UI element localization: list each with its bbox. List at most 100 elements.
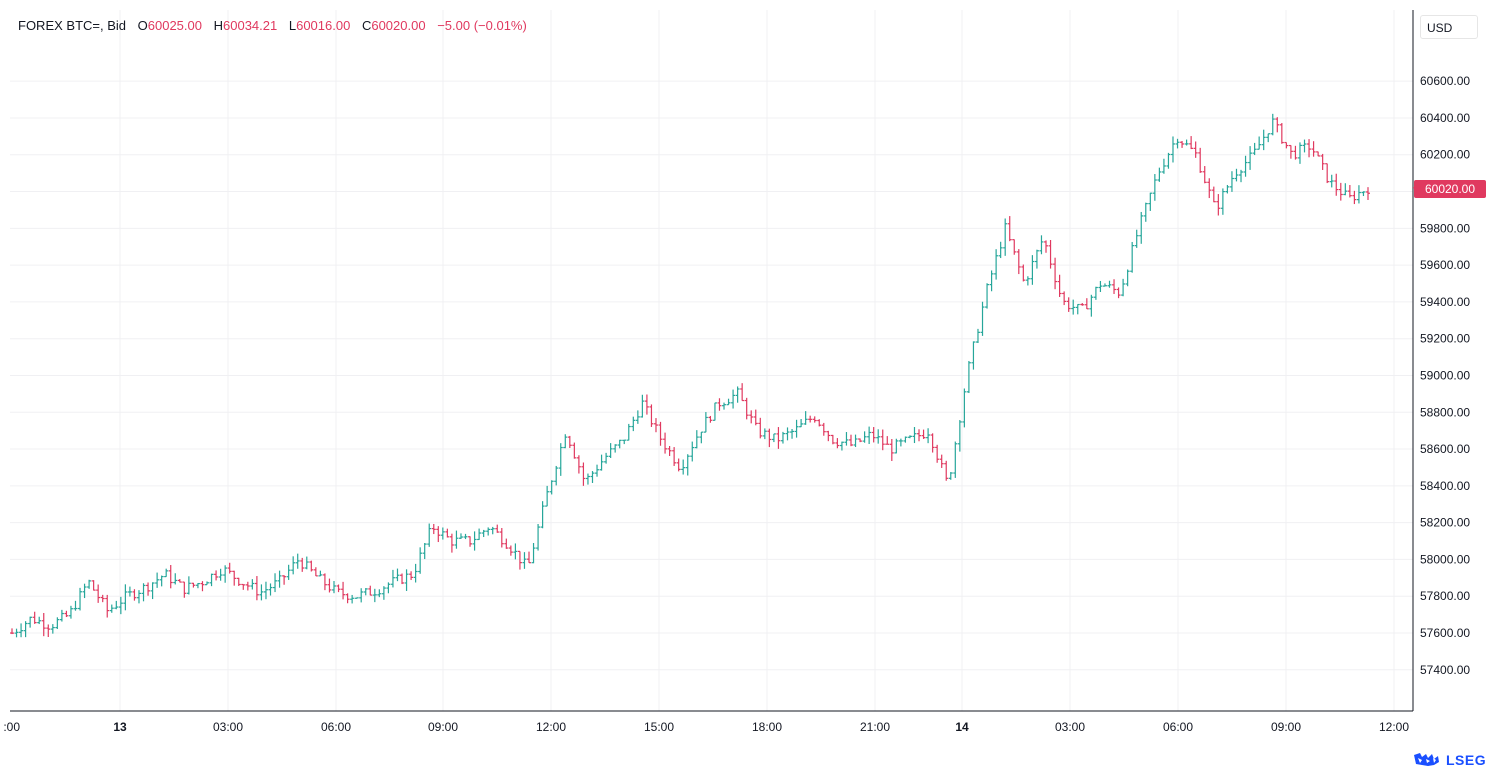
ohlc-bar [1356, 185, 1361, 204]
ohlc-bar [585, 473, 590, 485]
y-tick-label: 59200.00 [1420, 332, 1470, 346]
ohlc-bar [1257, 136, 1262, 150]
ohlc-bar [576, 455, 581, 474]
ohlc-bar [1130, 241, 1135, 273]
ohlc-bar [1021, 264, 1026, 282]
ohlc-bar [1102, 283, 1107, 287]
chart-legend: FOREX BTC=, Bid O60025.00 H60034.21 L600… [18, 18, 527, 33]
ohlc-bar [1025, 276, 1030, 286]
ohlc-bar [504, 538, 509, 549]
x-tick-label: 21:00 [860, 720, 890, 734]
ohlc-bar [513, 543, 518, 560]
ohlc-bar [404, 569, 409, 591]
ohlc-bar [268, 583, 273, 596]
ohlc-bar [1089, 294, 1094, 317]
ohlc-bar [1316, 151, 1321, 157]
ohlc-bar [186, 576, 191, 595]
ohlc-bar [1139, 211, 1144, 244]
ohlc-bar [1211, 186, 1216, 203]
ohlc-bar [853, 434, 858, 448]
ohlc-bar [581, 462, 586, 486]
ohlc-bar [1252, 142, 1257, 156]
ohlc-bar [1325, 163, 1330, 184]
ohlc-bar [1216, 194, 1221, 216]
ohlc-bar [413, 563, 418, 583]
ohlc-bar [508, 545, 513, 556]
ohlc-bar [626, 423, 631, 441]
ohlc-bar [1302, 139, 1307, 153]
ohlc-bar [259, 584, 264, 601]
ohlc-bar [926, 428, 931, 444]
ohlc-bar [631, 416, 636, 432]
legend-symbol: FOREX BTC=, Bid [18, 18, 126, 33]
ohlc-bar [876, 429, 881, 444]
ohlc-bar [109, 604, 114, 613]
ohlc-bar [522, 552, 527, 569]
ohlc-bar [558, 443, 563, 476]
ohlc-bar [1134, 229, 1139, 248]
ohlc-bar [1266, 133, 1271, 143]
ohlc-bar [762, 428, 767, 440]
ohlc-bar [694, 430, 699, 449]
ohlc-bar [304, 556, 309, 570]
ohlc-bar [218, 568, 223, 581]
ohlc-bar [839, 441, 844, 451]
ohlc-bar [341, 581, 346, 600]
ohlc-bar [735, 386, 740, 403]
y-tick-label: 60400.00 [1420, 111, 1470, 125]
ohlc-bar [50, 624, 55, 634]
ohlc-bar [676, 458, 681, 472]
ohlc-bar [971, 341, 976, 370]
ohlc-bar [1307, 139, 1312, 158]
ohlc-bar [136, 590, 141, 604]
ohlc-bar [1352, 190, 1357, 205]
ohlc-bar [114, 600, 119, 610]
ohlc-bar [1229, 171, 1234, 192]
ohlc-bar [790, 428, 795, 439]
ohlc-bar [227, 562, 232, 574]
price-axis[interactable]: 57400.00 57600.00 57800.00 58000.00 58200.00… [1412, 10, 1470, 711]
ohlc-bar [499, 528, 504, 548]
ohlc-bar [1180, 141, 1185, 148]
lseg-logo-icon [1414, 753, 1439, 766]
ohlc-bar [1193, 141, 1198, 158]
ohlc-bar [1098, 280, 1103, 293]
ohlc-bar [821, 422, 826, 436]
y-tick-label: 58400.00 [1420, 479, 1470, 493]
time-axis[interactable]: :00 13 03:00 06:00 09:00 12:00 15:00 18:00 21:00… [3, 710, 1413, 734]
ohlc-bar [205, 581, 210, 586]
ohlc-bar [458, 533, 463, 539]
ohlc-bar [685, 454, 690, 476]
ohlc-bar [1347, 185, 1352, 198]
y-tick-label: 57600.00 [1420, 626, 1470, 640]
ohlc-bar [681, 459, 686, 475]
ohlc-bar [363, 588, 368, 596]
ohlc-bar [28, 616, 33, 628]
ohlc-bar [540, 501, 545, 529]
ohlc-bar [613, 444, 618, 453]
ohlc-bar [644, 394, 649, 415]
ohlc-bar [549, 480, 554, 495]
ohlc-bar [1279, 122, 1284, 144]
ohlc-bar [19, 623, 24, 638]
ohlc-bar [794, 419, 799, 438]
ohlc-bar [717, 398, 722, 411]
ohlc-bar [481, 529, 486, 538]
ohlc-bar [867, 426, 872, 445]
y-tick-label: 59800.00 [1420, 221, 1470, 235]
currency-selector[interactable]: USD [1420, 15, 1478, 39]
ohlc-bar [1239, 169, 1244, 183]
chart-grid [10, 10, 1413, 711]
ohlc-bar [300, 557, 305, 572]
ohlc-bar [123, 584, 128, 611]
ohlc-bar [1071, 299, 1076, 315]
ohlc-bar [880, 429, 885, 451]
ohlc-bar [273, 573, 278, 593]
x-tick-label: 09:00 [1271, 720, 1301, 734]
ohlc-bar [871, 427, 876, 443]
ohlc-bar [703, 412, 708, 433]
ohlc-bar [236, 577, 241, 587]
ohlc-bar [1003, 218, 1008, 256]
legend-high-value: 60034.21 [223, 18, 278, 33]
